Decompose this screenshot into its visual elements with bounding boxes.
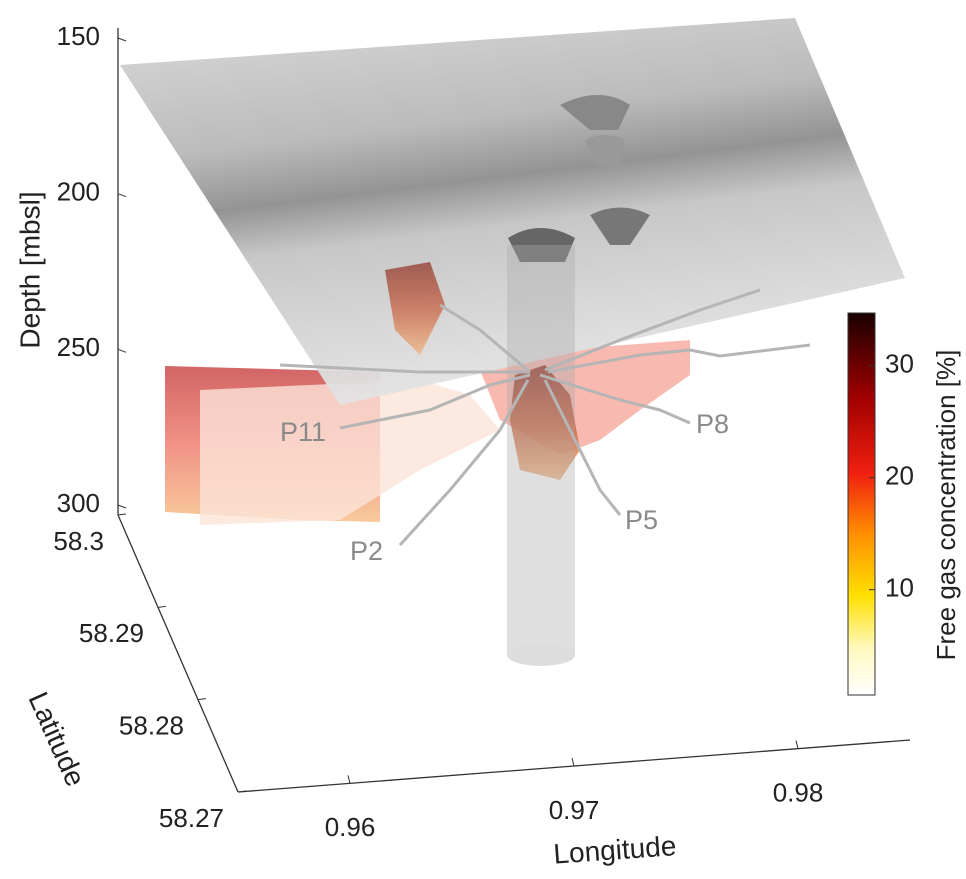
z-tick-label: 200 — [57, 177, 100, 207]
cylinder-base — [507, 644, 575, 666]
colorbar-label: Free gas concentration [%] — [931, 350, 961, 661]
colorbar-tick-label: 10 — [885, 573, 914, 603]
y-tick — [118, 514, 126, 515]
well-label: P5 — [625, 505, 658, 535]
x-tick — [348, 775, 350, 783]
z-tick-label: 150 — [57, 21, 100, 51]
cylinder — [507, 245, 575, 655]
z-tick-label: 300 — [57, 488, 100, 518]
y-tick-label: 58.29 — [79, 618, 144, 648]
z-tick — [118, 349, 126, 352]
colorbar-tick-label: 20 — [885, 461, 914, 491]
y-axis-label: Latitude — [23, 687, 92, 791]
well-label: P8 — [696, 409, 729, 439]
page: P11 P8 P5 P2 Depth [mbsl] Latitude Longi… — [0, 0, 966, 879]
colorbar-tick-label: 30 — [885, 349, 914, 379]
x-tick-label: 0.98 — [773, 778, 824, 808]
z-tick-label: 250 — [57, 332, 100, 362]
x-tick — [796, 741, 798, 749]
z-tick — [118, 505, 126, 508]
z-tick — [118, 194, 126, 197]
colorbar — [848, 313, 875, 695]
z-tick — [118, 38, 126, 41]
chart: P11 P8 P5 P2 Depth [mbsl] Latitude Longi… — [0, 0, 966, 879]
z-axis-label: Depth [mbsl] — [14, 191, 45, 348]
y-tick-label: 58.27 — [159, 803, 224, 833]
y-tick — [198, 699, 206, 700]
well-label: P2 — [350, 536, 383, 566]
x-axis-label: Longitude — [552, 830, 677, 870]
x-tick-label: 0.97 — [549, 795, 600, 825]
well-label: P11 — [280, 417, 326, 447]
y-tick — [158, 606, 166, 607]
y-tick-label: 58.28 — [119, 711, 184, 741]
y-axis — [118, 515, 238, 792]
x-tick — [572, 758, 574, 766]
x-tick-label: 0.96 — [325, 812, 376, 842]
y-tick-label: 58.3 — [53, 526, 104, 556]
